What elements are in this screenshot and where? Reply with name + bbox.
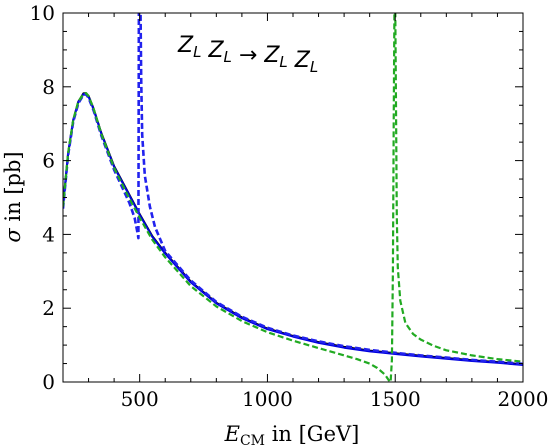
series-layer (63, 13, 523, 382)
series-line-2 (63, 92, 523, 366)
series-line-3 (63, 13, 523, 366)
y-tick-label: 2 (42, 296, 55, 320)
series-line-1 (63, 92, 523, 366)
x-tick-label: 1500 (370, 387, 421, 411)
x-axis-title: ECM in [GeV] (224, 422, 360, 447)
chart-annotation: ZL ZL → ZL ZL (177, 33, 318, 76)
y-tick-label: 10 (30, 1, 55, 25)
x-tick-label: 500 (121, 387, 159, 411)
y-tick-label: 0 (42, 370, 55, 394)
y-tick-label: 4 (42, 222, 55, 246)
y-axis-title: σ in [pb] (1, 151, 25, 242)
x-tick-label: 1000 (242, 387, 293, 411)
y-tick-label: 6 (42, 149, 55, 173)
tick-layer: 500 1000 1500 2000 0 2 4 6 8 10 (30, 1, 549, 411)
series-line-4 (63, 13, 523, 382)
x-tick-label: 2000 (498, 387, 549, 411)
y-tick-label: 8 (42, 75, 55, 99)
